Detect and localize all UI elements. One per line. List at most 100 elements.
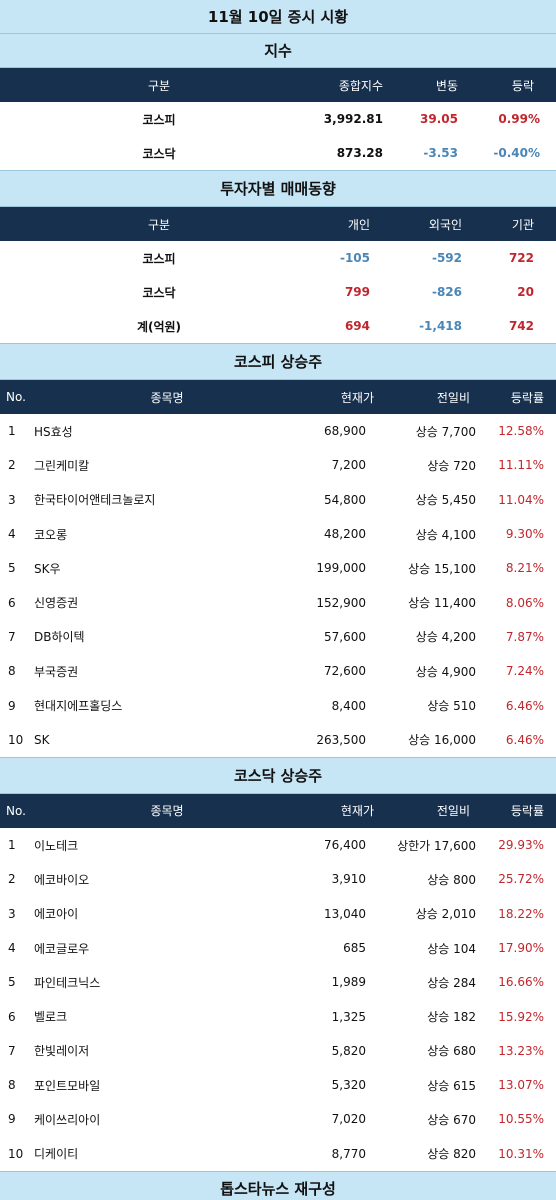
stock-change-rate: 17.90%	[498, 941, 544, 955]
stock-price: 54,800	[324, 492, 366, 507]
stock-row: 5 SK우 199,000 상승 15,100 8.21%	[0, 551, 556, 585]
stock-day-change: 상승 4,900	[415, 664, 476, 679]
stock-row: 6 신영증권 152,900 상승 11,400 8.06%	[0, 585, 556, 619]
header-no: No.	[6, 390, 26, 404]
stock-price: 48,200	[324, 527, 366, 542]
stock-row: 9 현대지에프홀딩스 8,400 상승 510 6.46%	[0, 688, 556, 722]
stock-day-change: 상한가 17,600	[397, 838, 476, 853]
stock-name: 파인테크닉스	[34, 975, 101, 990]
stock-price: 685	[343, 941, 366, 955]
individual-net: 694	[344, 319, 370, 333]
kospi-gainers-heading: 코스피 상승주	[0, 343, 556, 380]
stock-name: 케이쓰리아이	[34, 1112, 101, 1127]
investor-heading: 투자자별 매매동향	[0, 170, 556, 207]
stock-row: 8 포인트모바일 5,320 상승 615 13.07%	[0, 1068, 556, 1102]
investor-category: 계(억원)	[136, 319, 182, 334]
stock-name: 벨로크	[34, 1010, 68, 1025]
index-change: 39.05	[420, 112, 458, 126]
stock-change-rate: 15.92%	[498, 1009, 544, 1024]
stock-change-rate: 10.55%	[498, 1112, 544, 1127]
stock-change-rate: 11.04%	[498, 492, 544, 507]
header-rate: 등락	[511, 78, 534, 93]
index-row: 코스피 3,992.81 39.05 0.99%	[0, 102, 556, 136]
stock-day-change: 상승 5,450	[415, 493, 476, 508]
stock-rank: 4	[8, 941, 16, 955]
kospi-gainers-section: 코스피 상승주 No. 종목명 현재가 전일비 등락률 1 HS효성 68,900 상…	[0, 343, 556, 757]
page-title: 11월 10일 증시 시황	[0, 0, 556, 34]
individual-net: 799	[344, 285, 370, 299]
investor-table-header: 구분 개인 외국인 기관	[0, 207, 556, 241]
index-rate: 0.99%	[498, 112, 540, 126]
header-foreign: 외국인	[428, 217, 462, 232]
stock-name: 한빛레이저	[34, 1044, 90, 1059]
kospi-table-body: 1 HS효성 68,900 상승 7,700 12.58% 2 그린케미칼 7,200 상승 7…	[0, 414, 556, 757]
kosdaq-gainers-heading: 코스닥 상승주	[0, 756, 556, 794]
stock-change-rate: 12.58%	[498, 424, 544, 439]
header-composite: 종합지수	[338, 78, 383, 93]
stock-rank: 9	[8, 698, 16, 713]
stock-change-rate: 18.22%	[498, 906, 544, 921]
index-rate: -0.40%	[493, 146, 540, 160]
stock-row: 10 SK 263,500 상승 16,000 6.46%	[0, 723, 556, 757]
header-name: 종목명	[150, 804, 184, 819]
stock-rank: 10	[8, 1146, 24, 1161]
stock-row: 1 이노테크 76,400 상한가 17,600 29.93%	[0, 828, 556, 862]
stock-rank: 10	[8, 732, 24, 747]
stock-day-change: 상승 7,700	[415, 424, 476, 439]
stock-change-rate: 8.21%	[505, 561, 544, 576]
header-day-change: 전일비	[436, 804, 470, 819]
institution-net: 20	[517, 285, 534, 299]
stock-row: 5 파인테크닉스 1,989 상승 284 16.66%	[0, 965, 556, 999]
index-table-header: 구분 종합지수 변동 등락	[0, 68, 556, 102]
stock-price: 5,820	[331, 1043, 366, 1058]
stock-name: 한국타이어앤테크놀로지	[34, 493, 156, 508]
index-table-body: 코스피 3,992.81 39.05 0.99% 코스닥 873.28 -3.53 -0.40…	[0, 102, 556, 170]
investor-row: 코스닥 799 -826 20	[0, 275, 556, 309]
stock-rank: 3	[8, 906, 16, 921]
stock-price: 7,200	[331, 458, 366, 473]
stock-day-change: 상승 800	[427, 872, 476, 887]
stock-day-change: 상승 670	[427, 1112, 476, 1127]
stock-row: 2 그린케미칼 7,200 상승 720 11.11%	[0, 448, 556, 482]
stock-price: 3,910	[331, 872, 366, 887]
stock-row: 9 케이쓰리아이 7,020 상승 670 10.55%	[0, 1102, 556, 1136]
kosdaq-gainers-section: 코스닥 상승주 No. 종목명 현재가 전일비 등락률 1 이노테크 76,400 상…	[0, 756, 556, 1171]
stock-day-change: 상승 820	[427, 1147, 476, 1162]
stock-price: 5,320	[331, 1078, 366, 1093]
stock-change-rate: 6.46%	[505, 698, 544, 713]
stock-day-change: 상승 104	[427, 941, 476, 956]
stock-name: 신영증권	[34, 596, 79, 611]
stock-day-change: 상승 680	[427, 1044, 476, 1059]
stock-change-rate: 11.11%	[498, 458, 544, 473]
stock-name: 부국증권	[34, 664, 79, 679]
stock-day-change: 상승 4,100	[415, 527, 476, 542]
stock-change-rate: 7.24%	[505, 664, 544, 679]
foreign-net: -1,418	[419, 319, 462, 333]
index-section: 지수 구분 종합지수 변동 등락 코스피 3,992.81 39.05 0.99% 코스…	[0, 34, 556, 170]
stock-rank: 2	[8, 872, 16, 887]
index-name: 코스닥	[142, 146, 176, 161]
stock-change-rate: 25.72%	[498, 872, 544, 887]
stock-day-change: 상승 4,200	[415, 630, 476, 645]
investor-table-body: 코스피 -105 -592 722 코스닥 799 -826 20 계(억원) 694 -1,418…	[0, 241, 556, 343]
stock-change-rate: 6.46%	[505, 732, 544, 747]
institution-net: 742	[508, 319, 534, 333]
stock-day-change: 상승 2,010	[415, 907, 476, 922]
stock-day-change: 상승 720	[427, 458, 476, 473]
stock-rank: 9	[8, 1112, 16, 1127]
stock-price: 263,500	[316, 732, 366, 747]
index-name: 코스피	[142, 112, 176, 127]
stock-price: 68,900	[324, 424, 366, 439]
stock-rank: 3	[8, 492, 16, 507]
header-price: 현재가	[340, 390, 374, 405]
stock-rank: 5	[8, 975, 16, 990]
stock-rank: 6	[8, 595, 16, 610]
header-no: No.	[6, 803, 26, 818]
header-category: 구분	[147, 217, 171, 232]
stock-day-change: 상승 284	[427, 975, 476, 990]
stock-rank: 8	[8, 1078, 16, 1093]
index-value: 873.28	[336, 146, 383, 160]
header-day-change: 전일비	[436, 390, 470, 405]
investor-category: 코스닥	[142, 285, 176, 300]
